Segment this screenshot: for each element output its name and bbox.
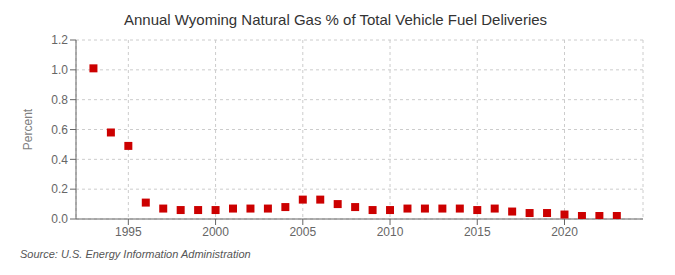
- html-text:Annual Wyoming Natural Gas % o: Annual Wyoming Natural Gas % of Total Ve…: [123, 11, 548, 28]
- svg-text:2010: 2010: [377, 225, 404, 239]
- svg-text:2000: 2000: [202, 225, 229, 239]
- svg-text:0.8: 0.8: [51, 93, 68, 107]
- svg-text:2005: 2005: [289, 225, 316, 239]
- html-text:Source: U.S. Energy Informatio: Source: U.S. Energy Information Administ…: [20, 248, 251, 260]
- svg-text:0.2: 0.2: [51, 182, 68, 196]
- svg-text:2015: 2015: [464, 225, 491, 239]
- svg-text:0.0: 0.0: [51, 212, 68, 226]
- svg-text:0.6: 0.6: [51, 123, 68, 137]
- svg-text:2020: 2020: [551, 225, 578, 239]
- svg-text:1995: 1995: [115, 225, 142, 239]
- svg-text:1.0: 1.0: [51, 63, 68, 77]
- svg-text:0.4: 0.4: [51, 153, 68, 167]
- svg-text:1.2: 1.2: [51, 33, 68, 47]
- svg-text:Percent: Percent: [21, 108, 35, 150]
